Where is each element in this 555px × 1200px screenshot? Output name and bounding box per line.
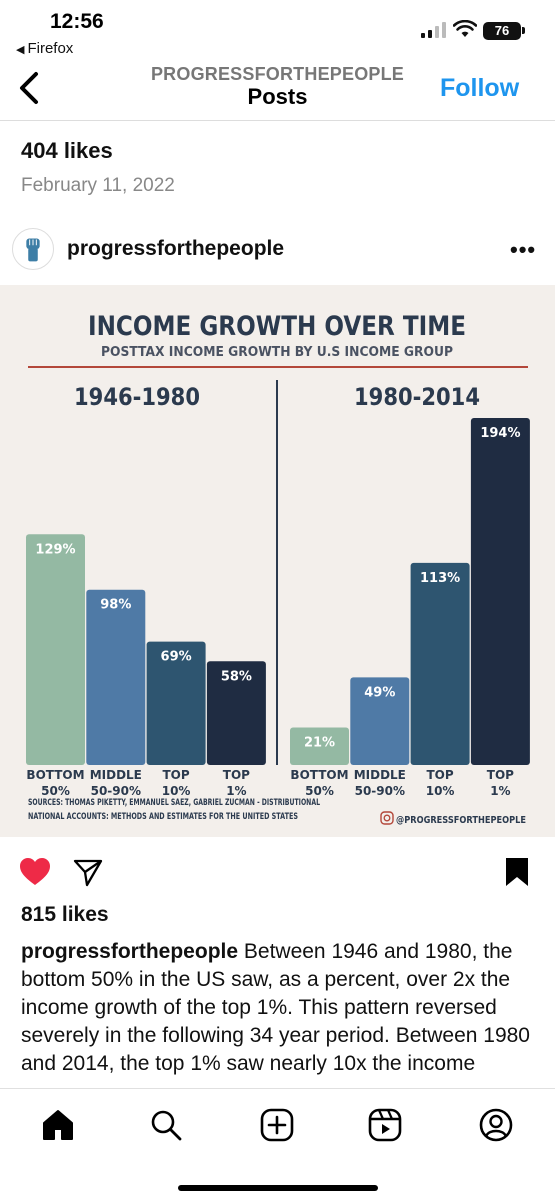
bar xyxy=(410,562,470,765)
sources-line-1: SOURCES: THOMAS PIKETTY, EMMANUEL SAEZ, … xyxy=(28,798,320,808)
data-label: 129% xyxy=(35,542,75,557)
back-to-app-link[interactable]: ◀ Firefox xyxy=(16,40,73,57)
category-label: TOP xyxy=(427,768,454,782)
back-app-label: Firefox xyxy=(27,40,74,57)
chart-title: 1980-2014 xyxy=(354,383,480,411)
category-label: 50% xyxy=(305,784,334,798)
chart-title: 1946-1980 xyxy=(74,383,200,411)
home-indicator xyxy=(178,1185,378,1191)
category-label: TOP xyxy=(487,768,514,782)
bar xyxy=(146,641,206,765)
wifi-icon xyxy=(453,20,477,37)
raised-fist-icon xyxy=(26,238,40,262)
data-label: 113% xyxy=(420,571,460,586)
category-label: 1% xyxy=(490,784,510,798)
plus-square-icon[interactable] xyxy=(259,1107,295,1143)
data-label: 69% xyxy=(161,650,192,665)
category-label: TOP xyxy=(223,768,250,782)
share-icon[interactable] xyxy=(72,856,104,888)
category-label: 10% xyxy=(426,784,455,798)
category-label: 50-90% xyxy=(91,784,141,798)
header-divider xyxy=(0,120,555,121)
data-label: 98% xyxy=(100,598,131,613)
data-label: 49% xyxy=(364,685,395,700)
bottom-tab-bar xyxy=(0,1088,555,1200)
chart-1: 1946-1980 129% BOTTOM 50% 98% MIDDLE 50-90% 69%… xyxy=(26,383,266,798)
home-icon[interactable] xyxy=(40,1107,76,1143)
cellular-signal-icon xyxy=(421,22,446,38)
battery-nub xyxy=(522,27,525,34)
post-likes[interactable]: 815 likes xyxy=(21,903,109,926)
category-label: 50% xyxy=(41,784,70,798)
profile-icon[interactable] xyxy=(478,1107,514,1143)
sources-line-2: NATIONAL ACCOUNTS: METHODS AND ESTIMATES… xyxy=(28,812,298,822)
category-label: TOP xyxy=(163,768,190,782)
bookmark-icon[interactable] xyxy=(504,856,530,888)
account-name: PROGRESSFORTHEPEOPLE xyxy=(150,64,405,84)
page-title: Posts xyxy=(247,84,308,109)
bar xyxy=(290,727,349,765)
avatar[interactable] xyxy=(12,228,54,270)
previous-post-date: February 11, 2022 xyxy=(21,175,175,196)
search-icon[interactable] xyxy=(148,1107,184,1143)
reels-icon[interactable] xyxy=(367,1107,403,1143)
infographic-handle: @PROGRESSFORTHEPEOPLE xyxy=(396,815,526,826)
battery-icon: 76 xyxy=(483,22,521,40)
bar xyxy=(206,661,266,765)
post-actions xyxy=(0,850,555,896)
category-label: BOTTOM xyxy=(290,768,348,782)
follow-button[interactable]: Follow xyxy=(440,74,520,102)
infographic-subtitle: POSTTAX INCOME GROWTH BY U.S INCOME GROU… xyxy=(101,345,453,360)
nav-header: PROGRESSFORTHEPEOPLE Posts Follow xyxy=(0,58,555,118)
chart-2: 1980-2014 21% BOTTOM 50% 49% MIDDLE 50-90% 113%… xyxy=(290,383,530,798)
heart-icon[interactable] xyxy=(18,856,52,888)
post-header: progressforthepeople ••• xyxy=(0,225,555,275)
category-label: BOTTOM xyxy=(26,768,84,782)
bar xyxy=(350,677,410,765)
income-growth-infographic: INCOME GROWTH OVER TIME POSTTAX INCOME G… xyxy=(26,311,530,826)
post-image[interactable]: INCOME GROWTH OVER TIME POSTTAX INCOME G… xyxy=(0,285,555,837)
back-chevron-icon[interactable] xyxy=(14,68,44,108)
category-label: 50-90% xyxy=(355,784,405,798)
bar-charts: 1946-1980 129% BOTTOM 50% 98% MIDDLE 50-90% 69%… xyxy=(26,383,530,798)
post-caption: progressforthepeople Between 1946 and 19… xyxy=(21,938,541,1088)
data-label: 194% xyxy=(480,426,520,441)
infographic-title: INCOME GROWTH OVER TIME xyxy=(88,311,466,342)
data-label: 58% xyxy=(221,669,252,684)
bar xyxy=(86,589,146,765)
post-username[interactable]: progressforthepeople xyxy=(67,237,285,260)
status-bar: 12:56 ◀ Firefox 76 xyxy=(0,0,555,62)
category-label: 10% xyxy=(162,784,191,798)
data-label: 21% xyxy=(304,735,335,750)
category-label: MIDDLE xyxy=(354,768,406,782)
instagram-icon xyxy=(380,811,394,825)
caption-username[interactable]: progressforthepeople xyxy=(21,940,239,963)
bar xyxy=(26,534,85,765)
previous-post-likes[interactable]: 404 likes xyxy=(21,138,113,163)
back-triangle-icon: ◀ xyxy=(16,44,25,56)
category-label: 1% xyxy=(226,784,246,798)
caption-text: Between 1946 and 1980, the bottom 50% in… xyxy=(21,940,530,1075)
more-options-icon[interactable]: ••• xyxy=(510,237,537,262)
category-label: MIDDLE xyxy=(90,768,142,782)
bar xyxy=(470,418,530,765)
clock: 12:56 xyxy=(50,10,104,33)
